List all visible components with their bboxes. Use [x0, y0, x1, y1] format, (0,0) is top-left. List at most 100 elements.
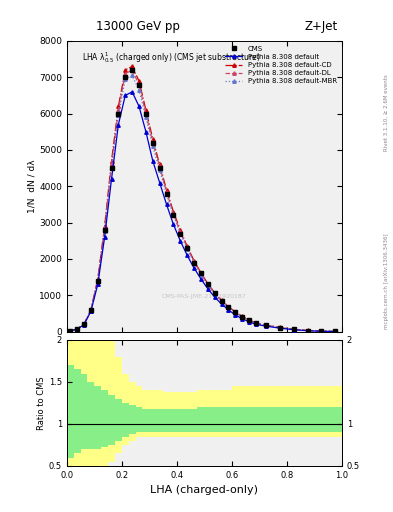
Pythia 8.308 default-MBR [102, 227, 107, 233]
Pythia 8.308 default-CD [157, 161, 162, 167]
Pythia 8.308 default-DL [247, 317, 252, 323]
Pythia 8.308 default-MBR [137, 87, 141, 93]
CMS [219, 297, 224, 304]
Pythia 8.308 default-MBR [95, 279, 100, 285]
Pythia 8.308 default [333, 328, 338, 334]
CMS [253, 320, 258, 326]
Pythia 8.308 default-CD [198, 270, 203, 276]
Pythia 8.308 default-CD [278, 325, 283, 331]
CMS [292, 326, 296, 332]
Pythia 8.308 default [151, 158, 155, 164]
Pythia 8.308 default-MBR [157, 167, 162, 173]
CMS [88, 307, 93, 313]
Pythia 8.308 default [102, 234, 107, 240]
Pythia 8.308 default [164, 201, 169, 207]
Pythia 8.308 default-DL [157, 163, 162, 169]
Line: Pythia 8.308 default-CD: Pythia 8.308 default-CD [68, 65, 337, 333]
Pythia 8.308 default-DL [206, 281, 210, 287]
Pythia 8.308 default [212, 294, 217, 300]
CMS [212, 290, 217, 296]
Text: Rivet 3.1.10, ≥ 2.6M events: Rivet 3.1.10, ≥ 2.6M events [384, 74, 389, 151]
CMS [240, 314, 244, 320]
Pythia 8.308 default-DL [292, 326, 296, 332]
Pythia 8.308 default-DL [264, 322, 269, 328]
Pythia 8.308 default-MBR [171, 212, 176, 219]
Pythia 8.308 default-DL [212, 290, 217, 296]
CMS [233, 309, 238, 315]
Pythia 8.308 default-MBR [226, 304, 231, 310]
Pythia 8.308 default-MBR [185, 246, 189, 252]
Y-axis label: 1/N  dN / dλ: 1/N dN / dλ [27, 159, 36, 213]
Pythia 8.308 default-DL [171, 210, 176, 217]
Pythia 8.308 default [319, 328, 324, 334]
CMS [278, 325, 283, 331]
Pythia 8.308 default-CD [333, 328, 338, 334]
Pythia 8.308 default [233, 312, 238, 318]
CMS [143, 111, 148, 117]
Pythia 8.308 default-MBR [333, 328, 338, 334]
Pythia 8.308 default-MBR [82, 322, 86, 328]
Pythia 8.308 default [247, 319, 252, 325]
Pythia 8.308 default-CD [164, 187, 169, 193]
CMS [123, 74, 128, 80]
CMS [137, 81, 141, 88]
Pythia 8.308 default-DL [178, 229, 183, 235]
Pythia 8.308 default-CD [226, 304, 231, 310]
CMS [116, 111, 121, 117]
Pythia 8.308 default-CD [95, 276, 100, 282]
Pythia 8.308 default-CD [292, 326, 296, 332]
Pythia 8.308 default-DL [233, 309, 238, 315]
Pythia 8.308 default-CD [305, 327, 310, 333]
Pythia 8.308 default-MBR [278, 325, 283, 331]
Pythia 8.308 default [137, 103, 141, 110]
CMS [130, 67, 134, 73]
CMS [68, 328, 73, 334]
Pythia 8.308 default-CD [123, 67, 128, 73]
Pythia 8.308 default-MBR [109, 165, 114, 171]
Pythia 8.308 default-MBR [264, 322, 269, 328]
CMS [206, 281, 210, 287]
X-axis label: LHA (charged-only): LHA (charged-only) [151, 485, 258, 495]
Pythia 8.308 default-MBR [143, 114, 148, 120]
Pythia 8.308 default [178, 238, 183, 244]
Pythia 8.308 default-CD [88, 307, 93, 313]
Pythia 8.308 default [68, 328, 73, 334]
CMS [319, 328, 324, 334]
Pythia 8.308 default-MBR [151, 143, 155, 150]
Text: mcplots.cern.ch [arXiv:1306.3436]: mcplots.cern.ch [arXiv:1306.3436] [384, 234, 389, 329]
Pythia 8.308 default-MBR [319, 328, 324, 334]
Pythia 8.308 default-DL [278, 325, 283, 331]
Pythia 8.308 default-CD [143, 107, 148, 113]
Pythia 8.308 default [95, 281, 100, 287]
Pythia 8.308 default-DL [109, 161, 114, 167]
Pythia 8.308 default [278, 325, 283, 331]
Pythia 8.308 default-MBR [292, 326, 296, 332]
Line: Pythia 8.308 default-DL: Pythia 8.308 default-DL [68, 68, 337, 333]
Pythia 8.308 default-DL [88, 307, 93, 313]
Pythia 8.308 default-MBR [192, 260, 196, 266]
Pythia 8.308 default-DL [198, 270, 203, 276]
Pythia 8.308 default-MBR [212, 291, 217, 297]
Pythia 8.308 default-CD [206, 281, 210, 287]
CMS [333, 328, 338, 334]
Pythia 8.308 default [305, 328, 310, 334]
Pythia 8.308 default-DL [116, 107, 121, 113]
Pythia 8.308 default [123, 92, 128, 98]
Pythia 8.308 default-CD [151, 136, 155, 142]
Pythia 8.308 default-MBR [123, 76, 128, 82]
Pythia 8.308 default-MBR [130, 72, 134, 78]
Pythia 8.308 default [226, 307, 231, 313]
Line: CMS: CMS [68, 68, 337, 333]
Pythia 8.308 default [185, 252, 189, 259]
Pythia 8.308 default-CD [247, 317, 252, 323]
Text: 13000 GeV pp: 13000 GeV pp [95, 20, 180, 33]
CMS [75, 326, 79, 332]
Pythia 8.308 default-DL [164, 189, 169, 195]
CMS [82, 322, 86, 328]
Pythia 8.308 default-CD [185, 243, 189, 249]
Line: Pythia 8.308 default: Pythia 8.308 default [68, 90, 337, 333]
CMS [102, 227, 107, 233]
Pythia 8.308 default [88, 308, 93, 314]
Pythia 8.308 default [292, 327, 296, 333]
Pythia 8.308 default-CD [116, 103, 121, 110]
